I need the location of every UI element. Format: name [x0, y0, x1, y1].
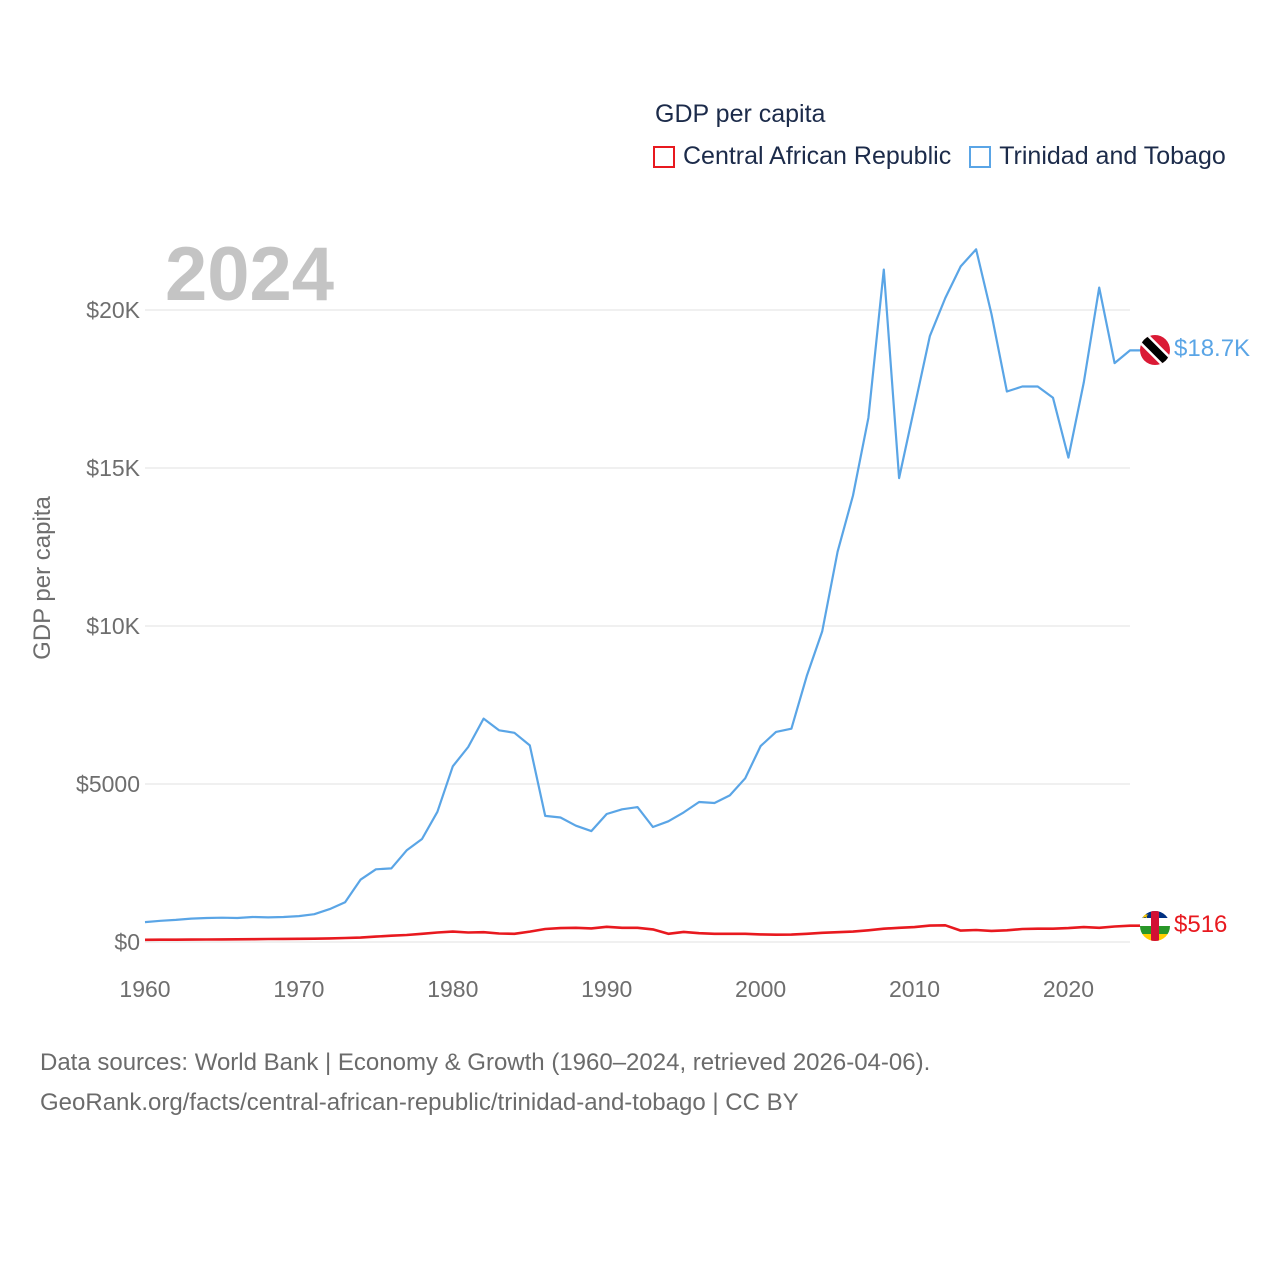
x-axis-ticks: 1960 1970 1980 1990 2000 2010 2020: [119, 976, 1094, 1002]
y-axis-ticks: $0 $5000 $10K $15K $20K: [76, 297, 141, 955]
series-line-trinidad-and-tobago[interactable]: [144, 248, 1140, 924]
y-tick-label: $5000: [76, 771, 140, 797]
series-line-central-african-republic[interactable]: [144, 923, 1140, 942]
x-tick-label: 1960: [119, 976, 170, 1002]
central-african-republic-flag-icon: [1140, 911, 1170, 941]
y-axis-label: GDP per capita: [29, 496, 56, 660]
series-lines: [144, 248, 1140, 942]
x-tick-label: 1980: [427, 976, 478, 1002]
trinidad-and-tobago-flag-icon: [1140, 335, 1170, 365]
y-tick-label: $10K: [86, 613, 140, 639]
x-tick-label: 1990: [581, 976, 632, 1002]
y-tick-label: $15K: [86, 455, 140, 481]
year-label: 2024: [165, 232, 334, 317]
legend-item-trinidad-and-tobago[interactable]: Trinidad and Tobago: [969, 142, 1226, 171]
legend-label-central-african-republic: Central African Republic: [683, 142, 952, 170]
x-tick-label: 2020: [1043, 976, 1094, 1002]
legend-item-central-african-republic[interactable]: Central African Republic: [653, 142, 951, 171]
x-tick-label: 1970: [273, 976, 324, 1002]
x-tick-label: 2010: [889, 976, 940, 1002]
y-tick-label: $20K: [86, 297, 140, 323]
trinidad-and-tobago-end-value: $18.7K: [1174, 335, 1250, 362]
data-source-text: Data sources: World Bank | Economy & Gro…: [40, 1049, 931, 1076]
legend-label-trinidad-and-tobago: Trinidad and Tobago: [999, 142, 1226, 170]
legend: Central African Republic Trinidad and To…: [653, 142, 1244, 171]
footer: Data sources: World Bank | Economy & Gro…: [40, 1043, 930, 1123]
x-tick-label: 2000: [735, 976, 786, 1002]
legend-swatch-central-african-republic: [653, 145, 675, 168]
gridlines: [145, 309, 1130, 943]
legend-title: GDP per capita: [655, 100, 826, 128]
central-african-republic-end-value: $516: [1174, 911, 1227, 938]
source-url-text[interactable]: GeoRank.org/facts/central-african-republ…: [40, 1089, 799, 1116]
y-tick-label: $0: [114, 929, 140, 955]
legend-swatch-trinidad-and-tobago: [969, 145, 992, 168]
